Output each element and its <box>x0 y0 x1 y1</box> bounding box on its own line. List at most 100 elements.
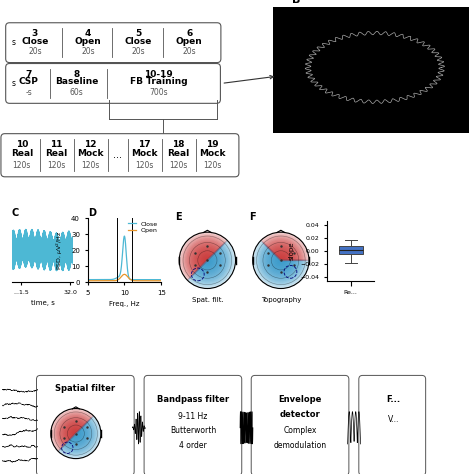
Text: s: s <box>12 79 16 88</box>
Text: 10-19: 10-19 <box>144 70 173 79</box>
Text: B: B <box>292 0 300 5</box>
Wedge shape <box>188 241 221 274</box>
Text: 120s: 120s <box>47 161 65 170</box>
Wedge shape <box>64 421 93 451</box>
Wedge shape <box>192 246 228 281</box>
Wedge shape <box>75 433 76 434</box>
Wedge shape <box>269 244 297 260</box>
Wedge shape <box>272 254 290 270</box>
Wedge shape <box>263 247 299 278</box>
Wedge shape <box>202 255 215 268</box>
Wedge shape <box>179 232 228 280</box>
Wedge shape <box>207 260 208 261</box>
Wedge shape <box>189 242 220 273</box>
Close <box>85 277 91 283</box>
FancyBboxPatch shape <box>36 375 134 474</box>
Text: CSP: CSP <box>19 77 39 86</box>
Text: 20s: 20s <box>132 47 146 56</box>
Text: Real: Real <box>11 149 33 158</box>
Open <box>158 278 164 283</box>
Wedge shape <box>258 245 303 283</box>
Wedge shape <box>206 259 210 263</box>
Wedge shape <box>55 412 91 448</box>
Close <box>158 277 164 283</box>
Close <box>125 267 130 273</box>
FancyBboxPatch shape <box>359 375 426 474</box>
Wedge shape <box>64 422 92 449</box>
Wedge shape <box>279 259 283 263</box>
Text: Mock: Mock <box>131 149 157 158</box>
Text: 700s: 700s <box>149 88 168 97</box>
Wedge shape <box>277 255 286 260</box>
Y-axis label: slope: slope <box>289 242 295 260</box>
Text: 18: 18 <box>172 140 184 149</box>
Text: Close: Close <box>125 36 152 46</box>
Wedge shape <box>192 245 218 271</box>
Wedge shape <box>205 258 211 264</box>
Wedge shape <box>60 418 87 445</box>
Wedge shape <box>73 430 80 438</box>
Wedge shape <box>270 253 292 271</box>
Wedge shape <box>69 427 85 443</box>
Text: 120s: 120s <box>169 161 187 170</box>
Wedge shape <box>273 250 292 260</box>
Open <box>129 277 135 283</box>
Text: V...: V... <box>388 415 399 424</box>
X-axis label: time, s: time, s <box>31 300 55 306</box>
Wedge shape <box>204 257 210 263</box>
Text: 120s: 120s <box>203 161 221 170</box>
Wedge shape <box>255 243 306 286</box>
Wedge shape <box>65 423 91 448</box>
Wedge shape <box>63 420 85 443</box>
Text: 9-11 Hz: 9-11 Hz <box>178 412 208 420</box>
Text: demodulation: demodulation <box>273 441 327 450</box>
Wedge shape <box>51 409 93 451</box>
Wedge shape <box>69 427 81 438</box>
Close <box>129 277 135 283</box>
Text: s: s <box>12 38 16 47</box>
Wedge shape <box>257 244 305 284</box>
Wedge shape <box>266 250 296 275</box>
Wedge shape <box>264 249 297 277</box>
Open <box>120 273 126 278</box>
Text: D: D <box>88 208 96 218</box>
Wedge shape <box>260 246 302 281</box>
Text: Real: Real <box>45 149 67 158</box>
Wedge shape <box>59 417 100 457</box>
Wedge shape <box>75 433 76 434</box>
Circle shape <box>253 232 309 289</box>
Text: 20s: 20s <box>81 47 95 56</box>
Line: Open: Open <box>88 274 161 281</box>
Wedge shape <box>73 430 78 436</box>
Open <box>85 278 91 283</box>
Text: detector: detector <box>280 410 320 419</box>
Text: 20s: 20s <box>182 47 196 56</box>
Text: 4: 4 <box>85 29 91 38</box>
Text: FB Training: FB Training <box>130 77 187 86</box>
Wedge shape <box>62 419 96 454</box>
Wedge shape <box>266 239 302 260</box>
Text: 7: 7 <box>26 70 32 79</box>
FancyBboxPatch shape <box>273 7 469 133</box>
Wedge shape <box>205 258 209 262</box>
PathPatch shape <box>339 246 363 254</box>
Wedge shape <box>58 416 88 446</box>
Text: Open: Open <box>74 36 101 46</box>
Wedge shape <box>273 255 289 268</box>
Wedge shape <box>265 238 303 260</box>
Text: Baseline: Baseline <box>55 77 99 86</box>
Wedge shape <box>198 251 221 274</box>
Text: F...: F... <box>386 395 401 404</box>
Text: 3: 3 <box>32 29 38 38</box>
FancyBboxPatch shape <box>6 23 221 63</box>
Wedge shape <box>66 424 82 440</box>
Text: 5: 5 <box>136 29 142 38</box>
FancyBboxPatch shape <box>144 375 242 474</box>
Wedge shape <box>187 240 236 289</box>
Wedge shape <box>275 253 289 260</box>
Wedge shape <box>74 432 77 435</box>
Text: 11: 11 <box>50 140 62 149</box>
Wedge shape <box>57 415 89 447</box>
Wedge shape <box>201 254 217 270</box>
Text: 120s: 120s <box>135 161 153 170</box>
